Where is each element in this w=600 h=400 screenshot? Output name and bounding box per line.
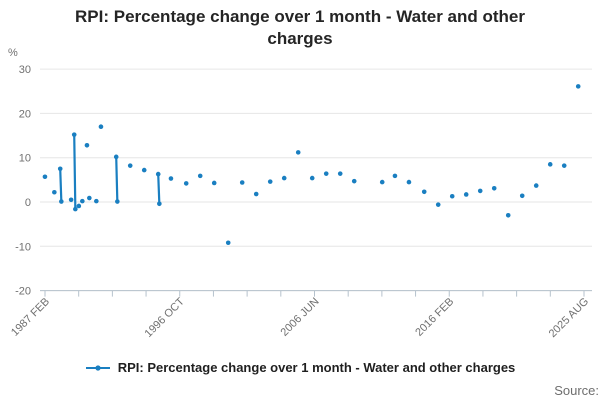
data-point[interactable] (435, 202, 441, 207)
source-label: Source: (554, 383, 599, 398)
data-point[interactable] (115, 199, 120, 204)
data-point[interactable] (52, 189, 57, 195)
data-point[interactable] (505, 212, 511, 218)
data-point[interactable] (57, 166, 63, 172)
data-point[interactable] (211, 180, 217, 186)
data-point[interactable] (477, 188, 483, 194)
data-point[interactable] (127, 163, 133, 168)
data-point[interactable] (239, 180, 245, 185)
chart-title: RPI: Percentage change over 1 month - Wa… (0, 6, 600, 51)
data-point[interactable] (392, 173, 398, 179)
data-point[interactable] (168, 176, 174, 181)
data-point[interactable] (421, 189, 427, 195)
data-point[interactable] (71, 132, 77, 137)
data-point[interactable] (323, 171, 329, 176)
data-point[interactable] (575, 84, 581, 89)
data-point[interactable] (73, 206, 78, 212)
data-point[interactable] (76, 203, 82, 209)
data-point[interactable] (157, 201, 162, 207)
y-tick-label: 10 (19, 153, 31, 165)
data-point[interactable] (68, 197, 74, 203)
data-point[interactable] (561, 163, 567, 168)
chart-title-line2: charges (267, 29, 333, 49)
legend-marker-dot (95, 364, 101, 371)
data-point[interactable] (141, 167, 147, 173)
series-line-segment (59, 167, 63, 203)
data-point[interactable] (84, 142, 90, 148)
data-point[interactable] (87, 195, 92, 201)
data-point[interactable] (281, 175, 287, 181)
data-point[interactable] (295, 150, 301, 155)
x-tick-label: 2025 AUG (547, 296, 591, 340)
data-point[interactable] (42, 174, 48, 180)
x-tick-label: 2016 FEB (413, 296, 456, 339)
y-tick-label: -10 (15, 241, 31, 253)
x-tick-label: 2006 JUN (279, 296, 322, 339)
data-point[interactable] (337, 171, 343, 176)
y-tick-label: 0 (25, 197, 31, 209)
data-point[interactable] (267, 179, 273, 184)
data-point[interactable] (94, 198, 99, 204)
series-line-segment (73, 133, 77, 211)
data-point[interactable] (463, 192, 469, 197)
data-point[interactable] (253, 191, 259, 197)
data-point[interactable] (225, 240, 231, 246)
y-tick-label: 20 (19, 108, 31, 120)
data-point[interactable] (197, 173, 203, 179)
data-point[interactable] (351, 178, 357, 184)
legend-line-marker-icon (85, 364, 110, 371)
x-tick-label: 1996 OCT (143, 295, 188, 340)
legend-label: RPI: Percentage change over 1 month - Wa… (117, 360, 516, 375)
data-point[interactable] (80, 198, 85, 204)
data-point[interactable] (491, 185, 497, 191)
series-line-segment (115, 155, 119, 203)
y-tick-label: 30 (19, 64, 31, 76)
chart-title-line1: RPI: Percentage change over 1 month - Wa… (75, 7, 525, 26)
data-point[interactable] (533, 183, 539, 188)
y-axis-unit-label: % (8, 47, 18, 59)
data-point[interactable] (519, 193, 525, 199)
data-point[interactable] (155, 171, 161, 177)
data-point[interactable] (379, 179, 385, 185)
data-point[interactable] (183, 181, 189, 186)
series-line-segment (157, 172, 161, 205)
data-point[interactable] (59, 199, 64, 204)
data-point[interactable] (98, 124, 104, 129)
y-tick-label: -20 (15, 286, 31, 298)
data-point[interactable] (547, 162, 553, 167)
x-tick-label: 1987 FEB (9, 296, 52, 339)
data-point[interactable] (113, 154, 119, 160)
data-point[interactable] (449, 193, 455, 199)
legend-item[interactable]: RPI: Percentage change over 1 month - Wa… (0, 360, 600, 375)
data-point[interactable] (309, 175, 315, 181)
data-point[interactable] (406, 179, 412, 185)
